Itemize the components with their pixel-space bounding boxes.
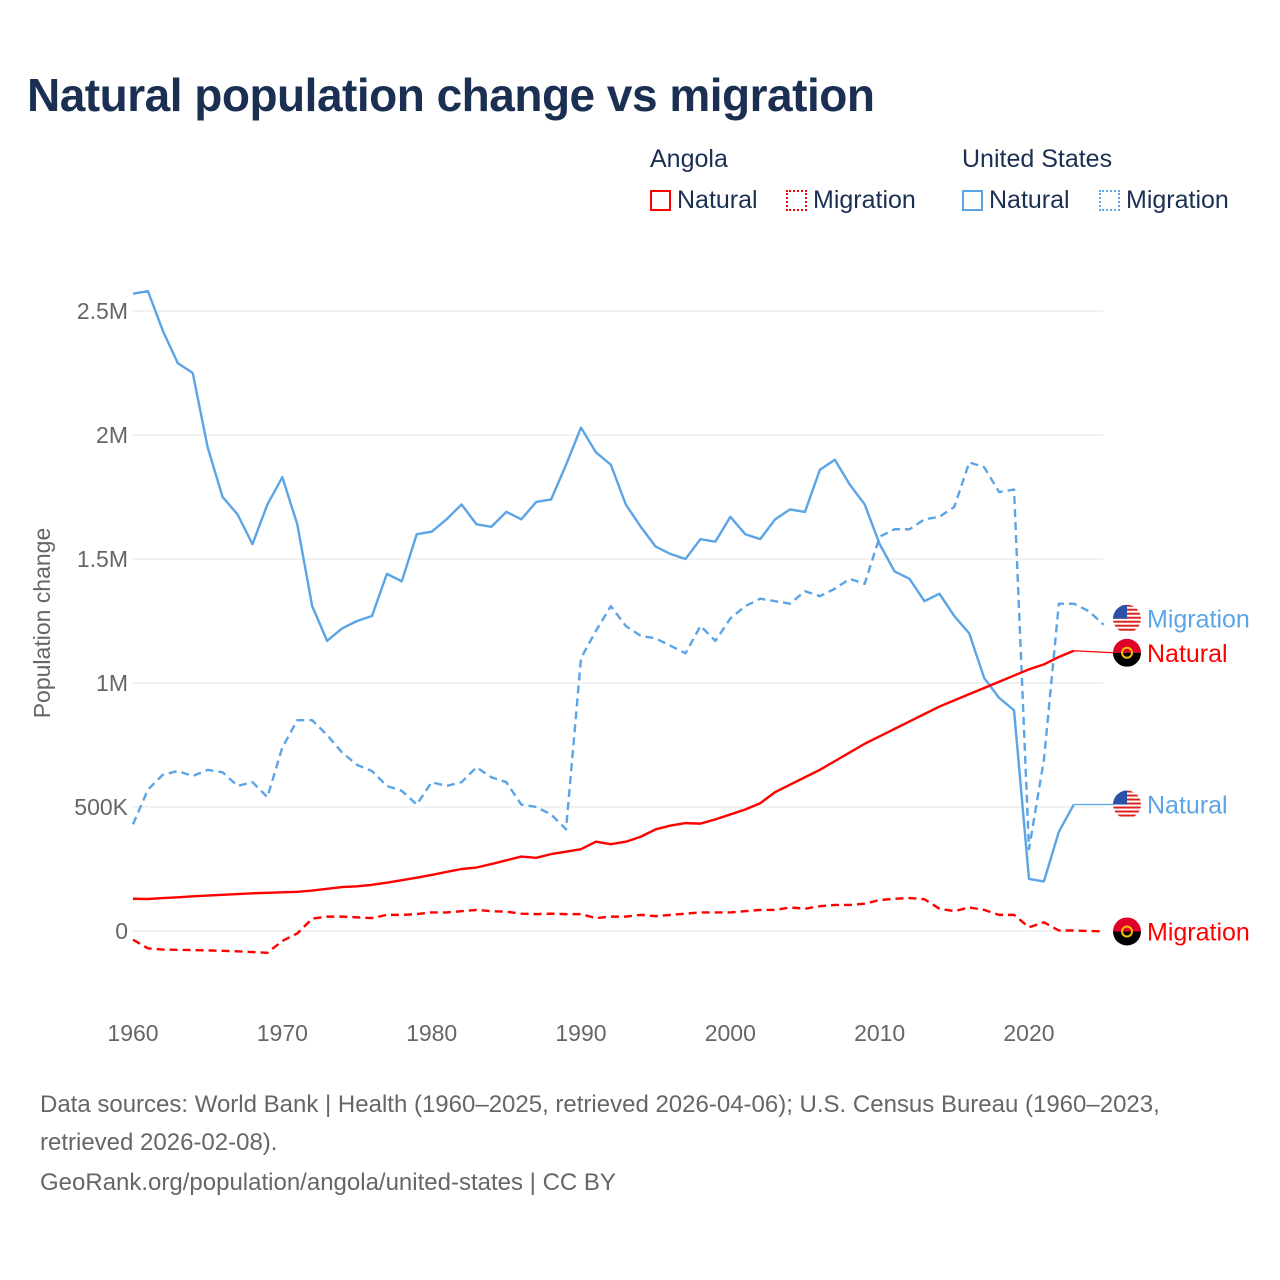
angola-flag-icon xyxy=(1113,638,1141,667)
x-tick-label: 2010 xyxy=(854,1020,905,1046)
series-line-angola-natural[interactable] xyxy=(132,649,1075,901)
legend-swatch-dotted xyxy=(786,190,807,211)
us-flag-icon xyxy=(1113,790,1141,817)
series-line-united-states-migration[interactable] xyxy=(131,461,1105,851)
y-tick-label: 2M xyxy=(96,422,128,448)
footer-sources: Data sources: World Bank | Health (1960–… xyxy=(40,1086,1160,1162)
y-tick-label: 1.5M xyxy=(77,546,128,572)
legend-swatch-solid xyxy=(650,190,671,211)
angola-flag-icon xyxy=(1113,917,1141,946)
legend-label: Migration xyxy=(813,186,916,214)
x-tick-label: 1980 xyxy=(406,1020,457,1046)
series-end-label: Natural xyxy=(1147,792,1228,820)
y-axis-label: Population change xyxy=(29,528,55,719)
legend-group-angola: Angola xyxy=(650,145,728,173)
y-tick-label: 2.5M xyxy=(77,298,128,324)
legend-label: Natural xyxy=(677,186,758,214)
legend-label: Natural xyxy=(989,186,1070,214)
legend-angola-natural[interactable]: Natural xyxy=(650,186,758,215)
x-tick-label: 2020 xyxy=(1003,1020,1054,1046)
legend-us-natural[interactable]: Natural xyxy=(962,186,1070,215)
series-line-angola-migration[interactable] xyxy=(132,896,1104,955)
legend-us-migration[interactable]: Migration xyxy=(1099,186,1229,215)
legend-label: Migration xyxy=(1126,186,1229,214)
y-tick-label: 0 xyxy=(115,918,128,944)
series-end-label: Migration xyxy=(1147,606,1250,634)
legend-swatch-dotted xyxy=(1099,190,1120,211)
x-tick-label: 1970 xyxy=(257,1020,308,1046)
sources-line-2: retrieved 2026-02-08). xyxy=(40,1129,278,1156)
x-tick-label: 1990 xyxy=(555,1020,606,1046)
x-tick-label: 2000 xyxy=(705,1020,756,1046)
y-tick-label: 1M xyxy=(96,670,128,696)
y-tick-label: 500K xyxy=(74,794,128,820)
chart-title: Natural population change vs migration xyxy=(27,69,875,121)
us-flag-icon xyxy=(1113,604,1141,631)
x-tick-label: 1960 xyxy=(107,1020,158,1046)
legend-angola-migration[interactable]: Migration xyxy=(786,186,916,215)
legend-swatch-solid xyxy=(962,190,983,211)
series-end-label: Natural xyxy=(1147,640,1228,668)
label-connector xyxy=(1073,650,1114,654)
footer-credit[interactable]: GeoRank.org/population/angola/united-sta… xyxy=(40,1169,616,1196)
legend-group-united-states: United States xyxy=(962,145,1113,173)
series-end-label: Migration xyxy=(1147,918,1250,946)
sources-line-1: Data sources: World Bank | Health (1960–… xyxy=(40,1091,1160,1118)
series-line-united-states-natural[interactable] xyxy=(132,289,1075,883)
